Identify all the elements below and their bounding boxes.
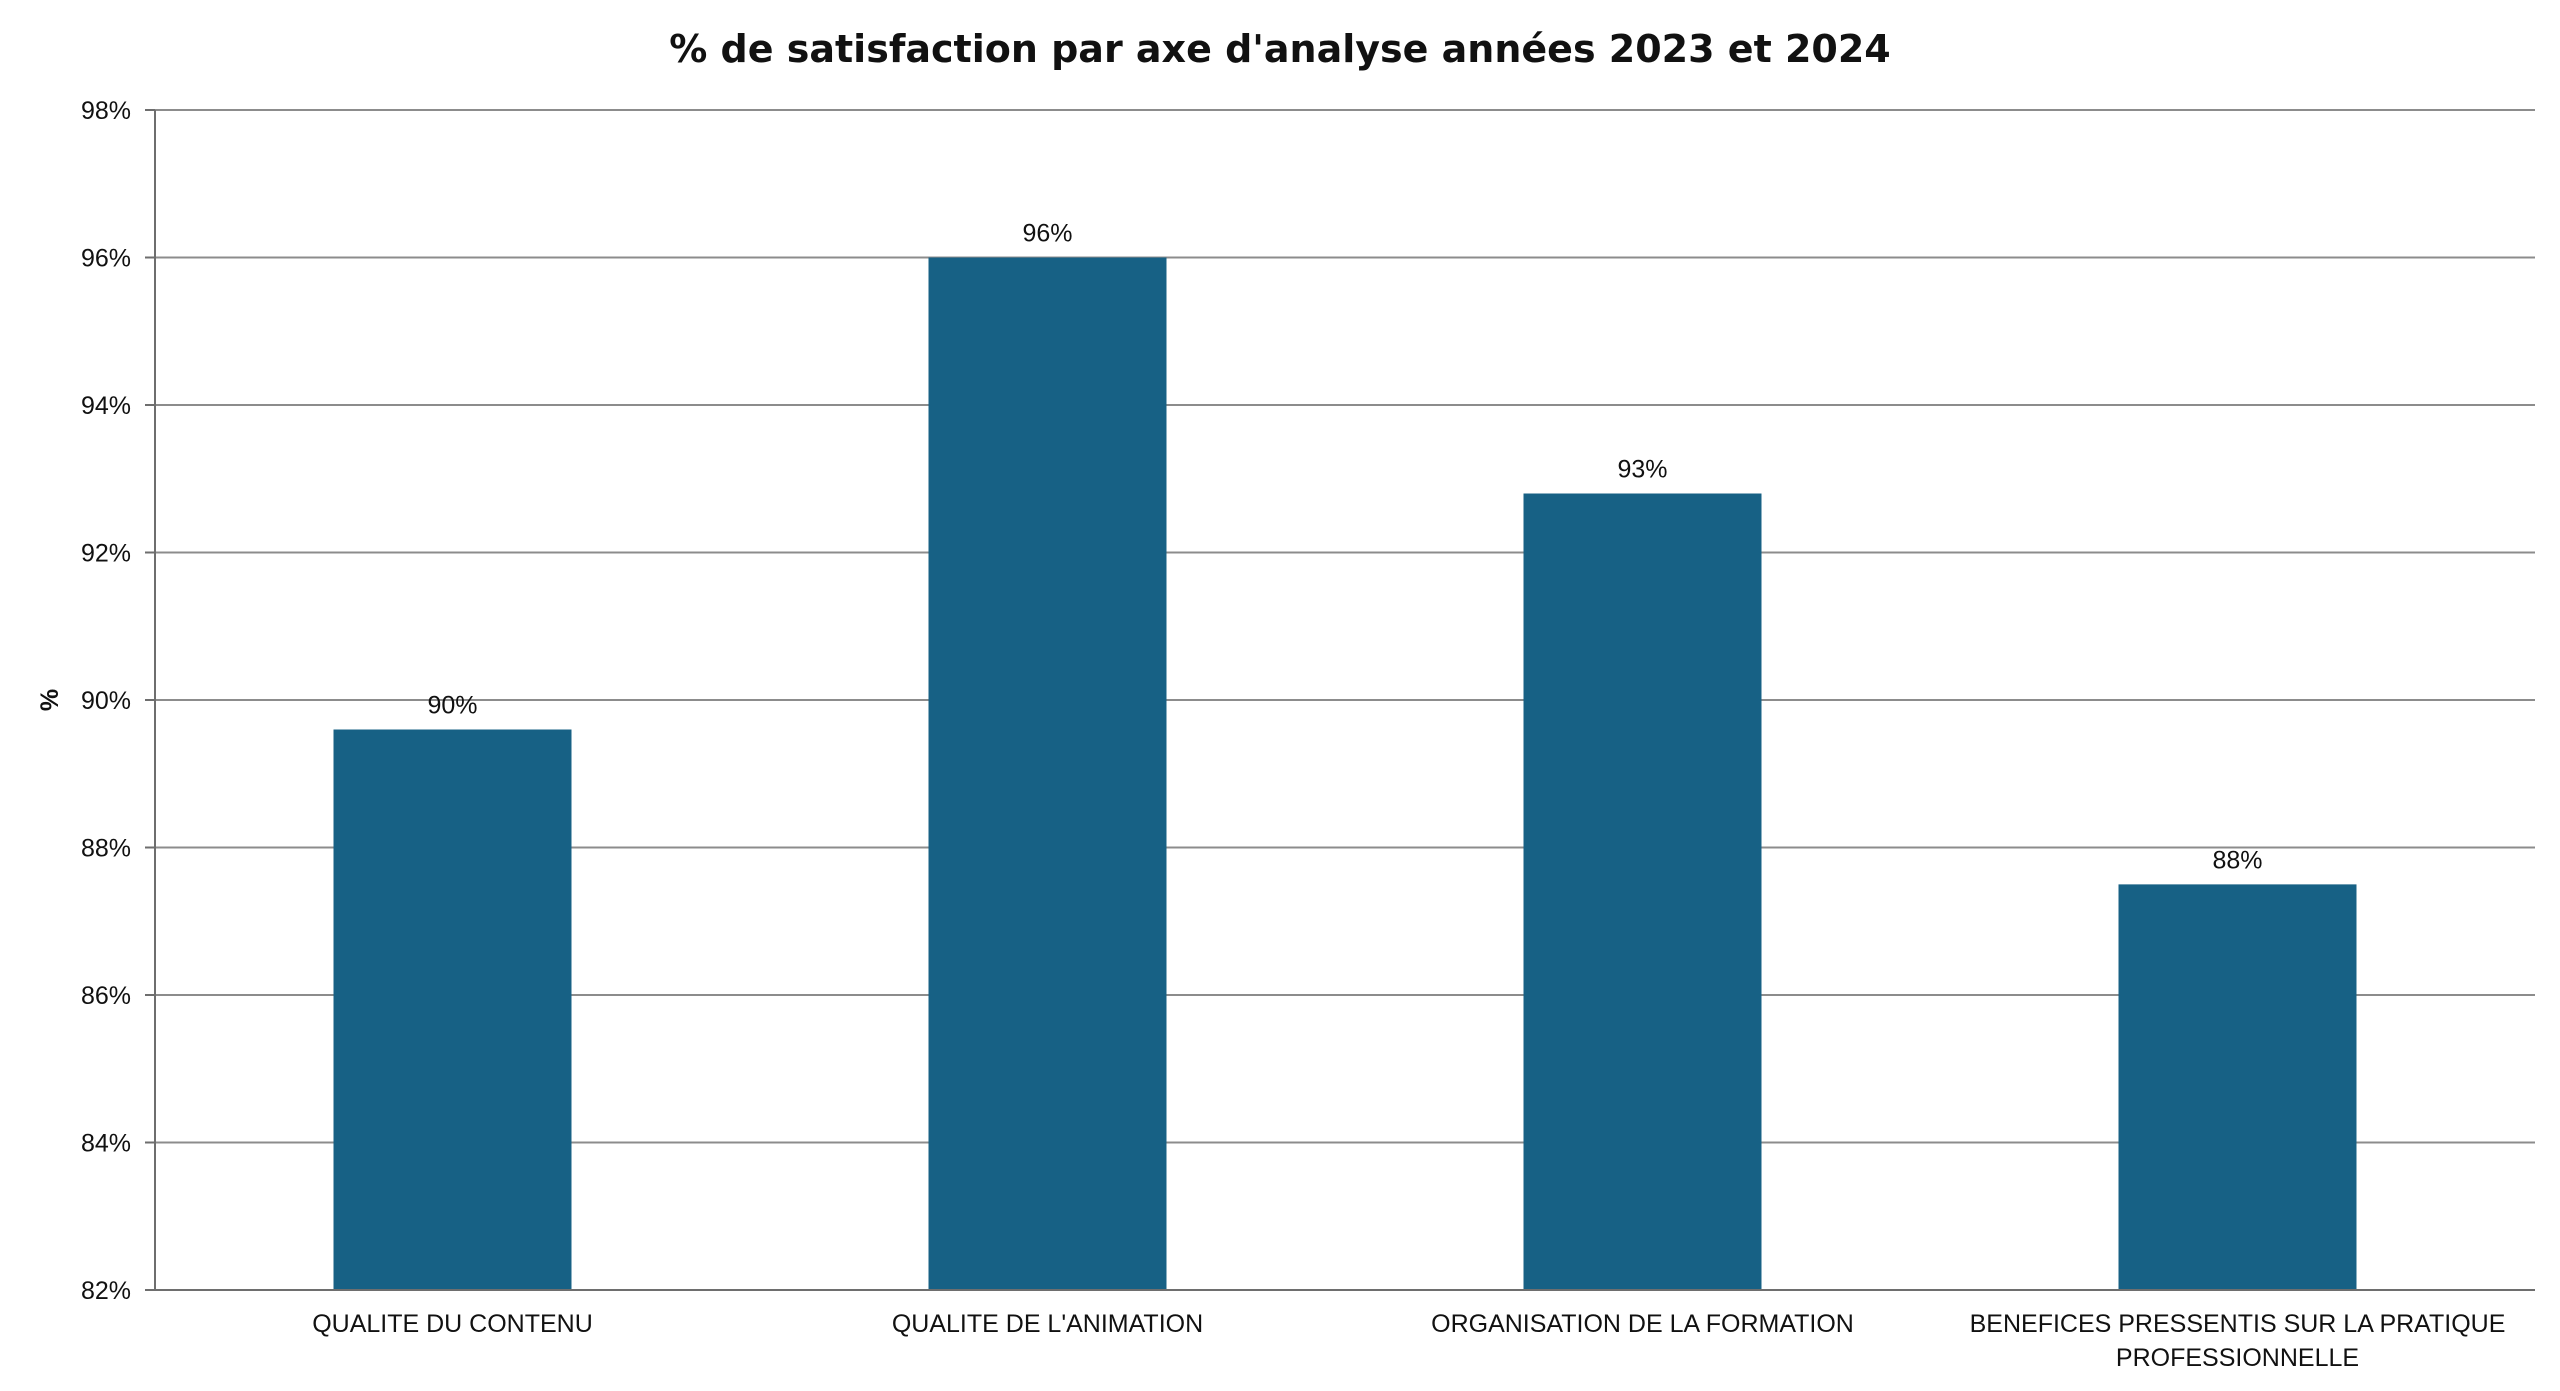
chart-title: % de satisfaction par axe d'analyse anné… <box>669 27 1890 71</box>
x-category-label-line: QUALITE DU CONTENU <box>312 1310 593 1338</box>
data-label: 96% <box>1022 220 1072 248</box>
y-tick-label: 96% <box>81 245 131 273</box>
x-category-label-line: BENEFICES PRESSENTIS SUR LA PRATIQUE <box>1970 1310 2506 1338</box>
x-category-label-line: PROFESSIONNELLE <box>2116 1344 2359 1372</box>
x-category-label: BENEFICES PRESSENTIS SUR LA PRATIQUE PROF… <box>1970 1310 2506 1372</box>
y-tick-label: 88% <box>81 835 131 863</box>
data-label: 88% <box>2212 846 2262 874</box>
data-label: 90% <box>427 692 477 720</box>
y-tick-label: 90% <box>81 687 131 715</box>
bars <box>333 257 2357 1290</box>
axes <box>154 110 2535 1291</box>
bar <box>2118 884 2357 1290</box>
y-axis-ticks: 82% 84% 86% 88% 90% 92% 94% 96% 98% <box>81 97 155 1305</box>
data-label: 93% <box>1617 456 1667 484</box>
x-category-label-line: QUALITE DE L'ANIMATION <box>892 1310 1203 1338</box>
y-tick-label: 82% <box>81 1277 131 1305</box>
x-category-label-line: ORGANISATION DE LA FORMATION <box>1431 1310 1854 1338</box>
bar <box>928 257 1167 1290</box>
y-axis-label: % <box>36 689 64 711</box>
bar <box>333 729 572 1290</box>
y-tick-label: 94% <box>81 392 131 420</box>
x-category-label: QUALITE DU CONTENU <box>312 1310 593 1338</box>
data-labels: 90% 96% 93% 88% <box>427 220 2262 875</box>
y-tick-label: 86% <box>81 982 131 1010</box>
y-tick-label: 92% <box>81 540 131 568</box>
x-category-label: QUALITE DE L'ANIMATION <box>892 1310 1203 1338</box>
x-axis-categories: QUALITE DU CONTENU QUALITE DE L'ANIMATION… <box>312 1310 2505 1372</box>
y-tick-label: 98% <box>81 97 131 125</box>
bar <box>1523 493 1762 1290</box>
y-tick-label: 84% <box>81 1130 131 1158</box>
x-category-label: ORGANISATION DE LA FORMATION <box>1431 1310 1854 1338</box>
